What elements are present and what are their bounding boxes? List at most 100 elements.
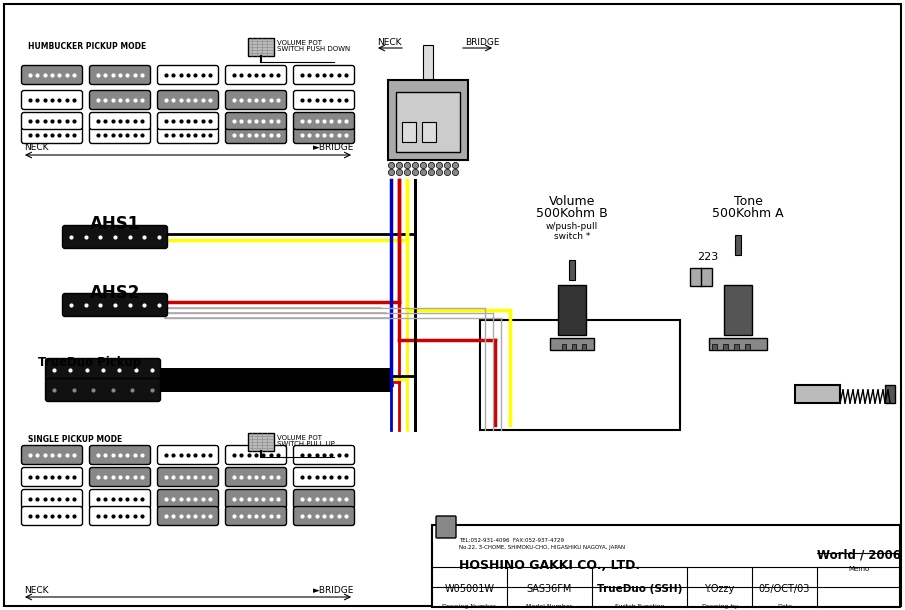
FancyBboxPatch shape [62,293,167,317]
Text: w/push-pull
switch *: w/push-pull switch * [546,222,598,242]
Text: W05001W: W05001W [444,584,494,594]
Bar [745,344,750,350]
Text: Date: Date [776,604,792,609]
Text: SWITCH PUSH DOWN: SWITCH PUSH DOWN [277,46,350,52]
Text: Memo: Memo [848,566,869,572]
FancyBboxPatch shape [90,126,150,143]
FancyBboxPatch shape [225,445,287,464]
Bar [432,525,900,607]
Text: Volume: Volume [548,195,595,208]
Text: NECK: NECK [377,38,402,47]
FancyBboxPatch shape [225,126,287,143]
Text: VOLUME POT: VOLUME POT [277,435,322,441]
FancyBboxPatch shape [293,112,355,129]
FancyBboxPatch shape [22,90,82,110]
Bar [248,433,274,451]
FancyBboxPatch shape [45,378,160,401]
FancyBboxPatch shape [225,65,287,85]
FancyBboxPatch shape [157,65,218,85]
Text: HOSHINO GAKKI CO., LTD.: HOSHINO GAKKI CO., LTD. [459,559,640,572]
Text: SINGLE PICKUP MODE: SINGLE PICKUP MODE [28,435,122,444]
FancyBboxPatch shape [225,90,287,110]
FancyBboxPatch shape [45,359,160,381]
Bar [558,285,586,335]
Bar [158,368,392,392]
Text: SWITCH PULL UP: SWITCH PULL UP [277,441,335,447]
Bar [550,338,594,350]
FancyBboxPatch shape [90,506,150,525]
FancyBboxPatch shape [225,467,287,487]
Bar [582,344,586,350]
FancyBboxPatch shape [157,506,218,525]
Bar [562,344,566,350]
Text: World / 2006: World / 2006 [816,549,900,562]
Text: Model Number.: Model Number. [526,604,573,609]
Text: Drawing Number.: Drawing Number. [442,604,497,609]
FancyBboxPatch shape [157,112,218,129]
FancyBboxPatch shape [90,467,150,487]
Text: 223: 223 [698,252,719,262]
Text: NECK: NECK [24,143,49,152]
Text: 500Kohm A: 500Kohm A [712,207,784,220]
Bar [402,122,416,142]
Text: 500Kohm B: 500Kohm B [536,207,608,220]
Bar [724,285,752,335]
FancyBboxPatch shape [90,112,150,129]
FancyBboxPatch shape [157,126,218,143]
Text: AHS2: AHS2 [90,284,140,302]
FancyBboxPatch shape [293,506,355,525]
Bar [569,260,575,280]
FancyBboxPatch shape [225,112,287,129]
Bar [248,38,274,56]
Bar [885,385,895,403]
FancyBboxPatch shape [157,467,218,487]
FancyBboxPatch shape [157,489,218,509]
Text: Drawing by: Drawing by [701,604,738,609]
Bar [572,344,576,350]
FancyBboxPatch shape [293,489,355,509]
FancyBboxPatch shape [293,445,355,464]
Text: TrueDuo (SSH): TrueDuo (SSH) [596,584,682,594]
Text: TEL:052-931-4096  FAX:052-937-4729: TEL:052-931-4096 FAX:052-937-4729 [459,538,564,543]
FancyBboxPatch shape [90,65,150,85]
Bar [480,320,680,430]
FancyBboxPatch shape [22,112,82,129]
Bar [795,385,840,403]
FancyBboxPatch shape [90,489,150,509]
Text: AHS1: AHS1 [90,215,140,233]
Bar [735,235,741,255]
FancyBboxPatch shape [225,489,287,509]
FancyBboxPatch shape [22,445,82,464]
FancyBboxPatch shape [22,467,82,487]
Text: NECK: NECK [24,586,49,595]
Text: Y.Ozzy: Y.Ozzy [704,584,735,594]
FancyBboxPatch shape [22,489,82,509]
FancyBboxPatch shape [90,90,150,110]
FancyBboxPatch shape [225,506,287,525]
Text: Switch Function: Switch Function [614,604,664,609]
Text: SAS36FM: SAS36FM [527,584,572,594]
FancyBboxPatch shape [22,126,82,143]
Text: TrueDuo Pickup: TrueDuo Pickup [38,356,141,369]
Bar [723,344,728,350]
FancyBboxPatch shape [157,445,218,464]
Bar [388,80,468,160]
Bar [734,344,739,350]
FancyBboxPatch shape [62,226,167,248]
Bar [422,122,436,142]
FancyBboxPatch shape [22,506,82,525]
FancyBboxPatch shape [293,65,355,85]
FancyBboxPatch shape [436,516,456,538]
Bar [423,45,433,80]
FancyBboxPatch shape [90,445,150,464]
FancyBboxPatch shape [157,90,218,110]
Text: HUMBUCKER PICKUP MODE: HUMBUCKER PICKUP MODE [28,42,147,51]
Text: Tone: Tone [734,195,762,208]
Text: VOLUME POT: VOLUME POT [277,40,322,46]
Text: ►BRIDGE: ►BRIDGE [312,143,354,152]
Bar [712,344,717,350]
FancyBboxPatch shape [293,467,355,487]
Text: 05/OCT/03: 05/OCT/03 [758,584,810,594]
FancyBboxPatch shape [293,126,355,143]
Bar [396,92,460,152]
